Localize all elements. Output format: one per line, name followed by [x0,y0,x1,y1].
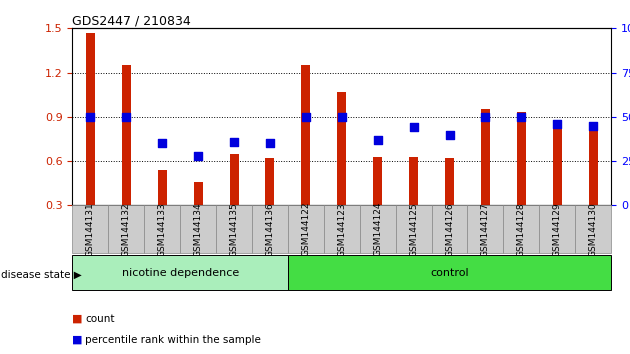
FancyBboxPatch shape [288,205,324,253]
Text: GSM144123: GSM144123 [337,202,346,257]
FancyBboxPatch shape [324,205,360,253]
Text: GDS2447 / 210834: GDS2447 / 210834 [72,14,191,27]
FancyBboxPatch shape [144,205,180,253]
Bar [517,113,526,205]
Point [336,114,346,120]
Bar [301,65,311,205]
Text: ■: ■ [72,314,83,324]
Text: GSM144131: GSM144131 [86,202,95,257]
Point [516,114,526,120]
Text: percentile rank within the sample: percentile rank within the sample [85,335,261,345]
Text: GSM144132: GSM144132 [122,202,131,257]
Bar [193,182,203,205]
Bar [553,120,562,205]
Point [372,137,382,143]
FancyBboxPatch shape [288,255,611,290]
Bar [265,158,275,205]
Text: count: count [85,314,115,324]
FancyBboxPatch shape [432,205,467,253]
FancyBboxPatch shape [108,205,144,253]
Text: GSM144127: GSM144127 [481,202,490,257]
FancyBboxPatch shape [72,255,288,290]
Bar [445,158,454,205]
FancyBboxPatch shape [216,205,252,253]
Text: GSM144122: GSM144122 [301,202,311,256]
Point [301,114,311,120]
Point [158,141,168,146]
Point [121,114,131,120]
Bar [122,65,131,205]
Text: GSM144125: GSM144125 [409,202,418,257]
Text: GSM144135: GSM144135 [229,202,239,257]
Point [445,132,455,137]
Text: GSM144134: GSM144134 [193,202,203,257]
Bar [481,109,490,205]
Bar [229,154,239,205]
Point [85,114,96,120]
Text: control: control [430,268,469,278]
Bar [158,170,167,205]
Point [552,121,562,127]
Bar [373,156,382,205]
Bar [409,156,418,205]
Text: GSM144129: GSM144129 [553,202,562,257]
Point [229,139,239,144]
Text: GSM144130: GSM144130 [588,202,598,257]
FancyBboxPatch shape [503,205,539,253]
FancyBboxPatch shape [575,205,611,253]
FancyBboxPatch shape [539,205,575,253]
Point [588,123,598,129]
Point [408,125,418,130]
Text: GSM144126: GSM144126 [445,202,454,257]
Point [193,153,203,159]
Text: ■: ■ [72,335,83,345]
Text: GSM144128: GSM144128 [517,202,526,257]
Point [265,141,275,146]
Bar [337,92,346,205]
Point [480,114,490,120]
FancyBboxPatch shape [396,205,432,253]
Text: GSM144133: GSM144133 [158,202,167,257]
Text: nicotine dependence: nicotine dependence [122,268,239,278]
FancyBboxPatch shape [72,205,108,253]
Text: GSM144124: GSM144124 [373,202,382,256]
FancyBboxPatch shape [252,205,288,253]
Bar [86,33,95,205]
Text: disease state ▶: disease state ▶ [1,269,82,279]
Bar [588,124,598,205]
FancyBboxPatch shape [360,205,396,253]
FancyBboxPatch shape [467,205,503,253]
Text: GSM144136: GSM144136 [265,202,275,257]
FancyBboxPatch shape [180,205,216,253]
